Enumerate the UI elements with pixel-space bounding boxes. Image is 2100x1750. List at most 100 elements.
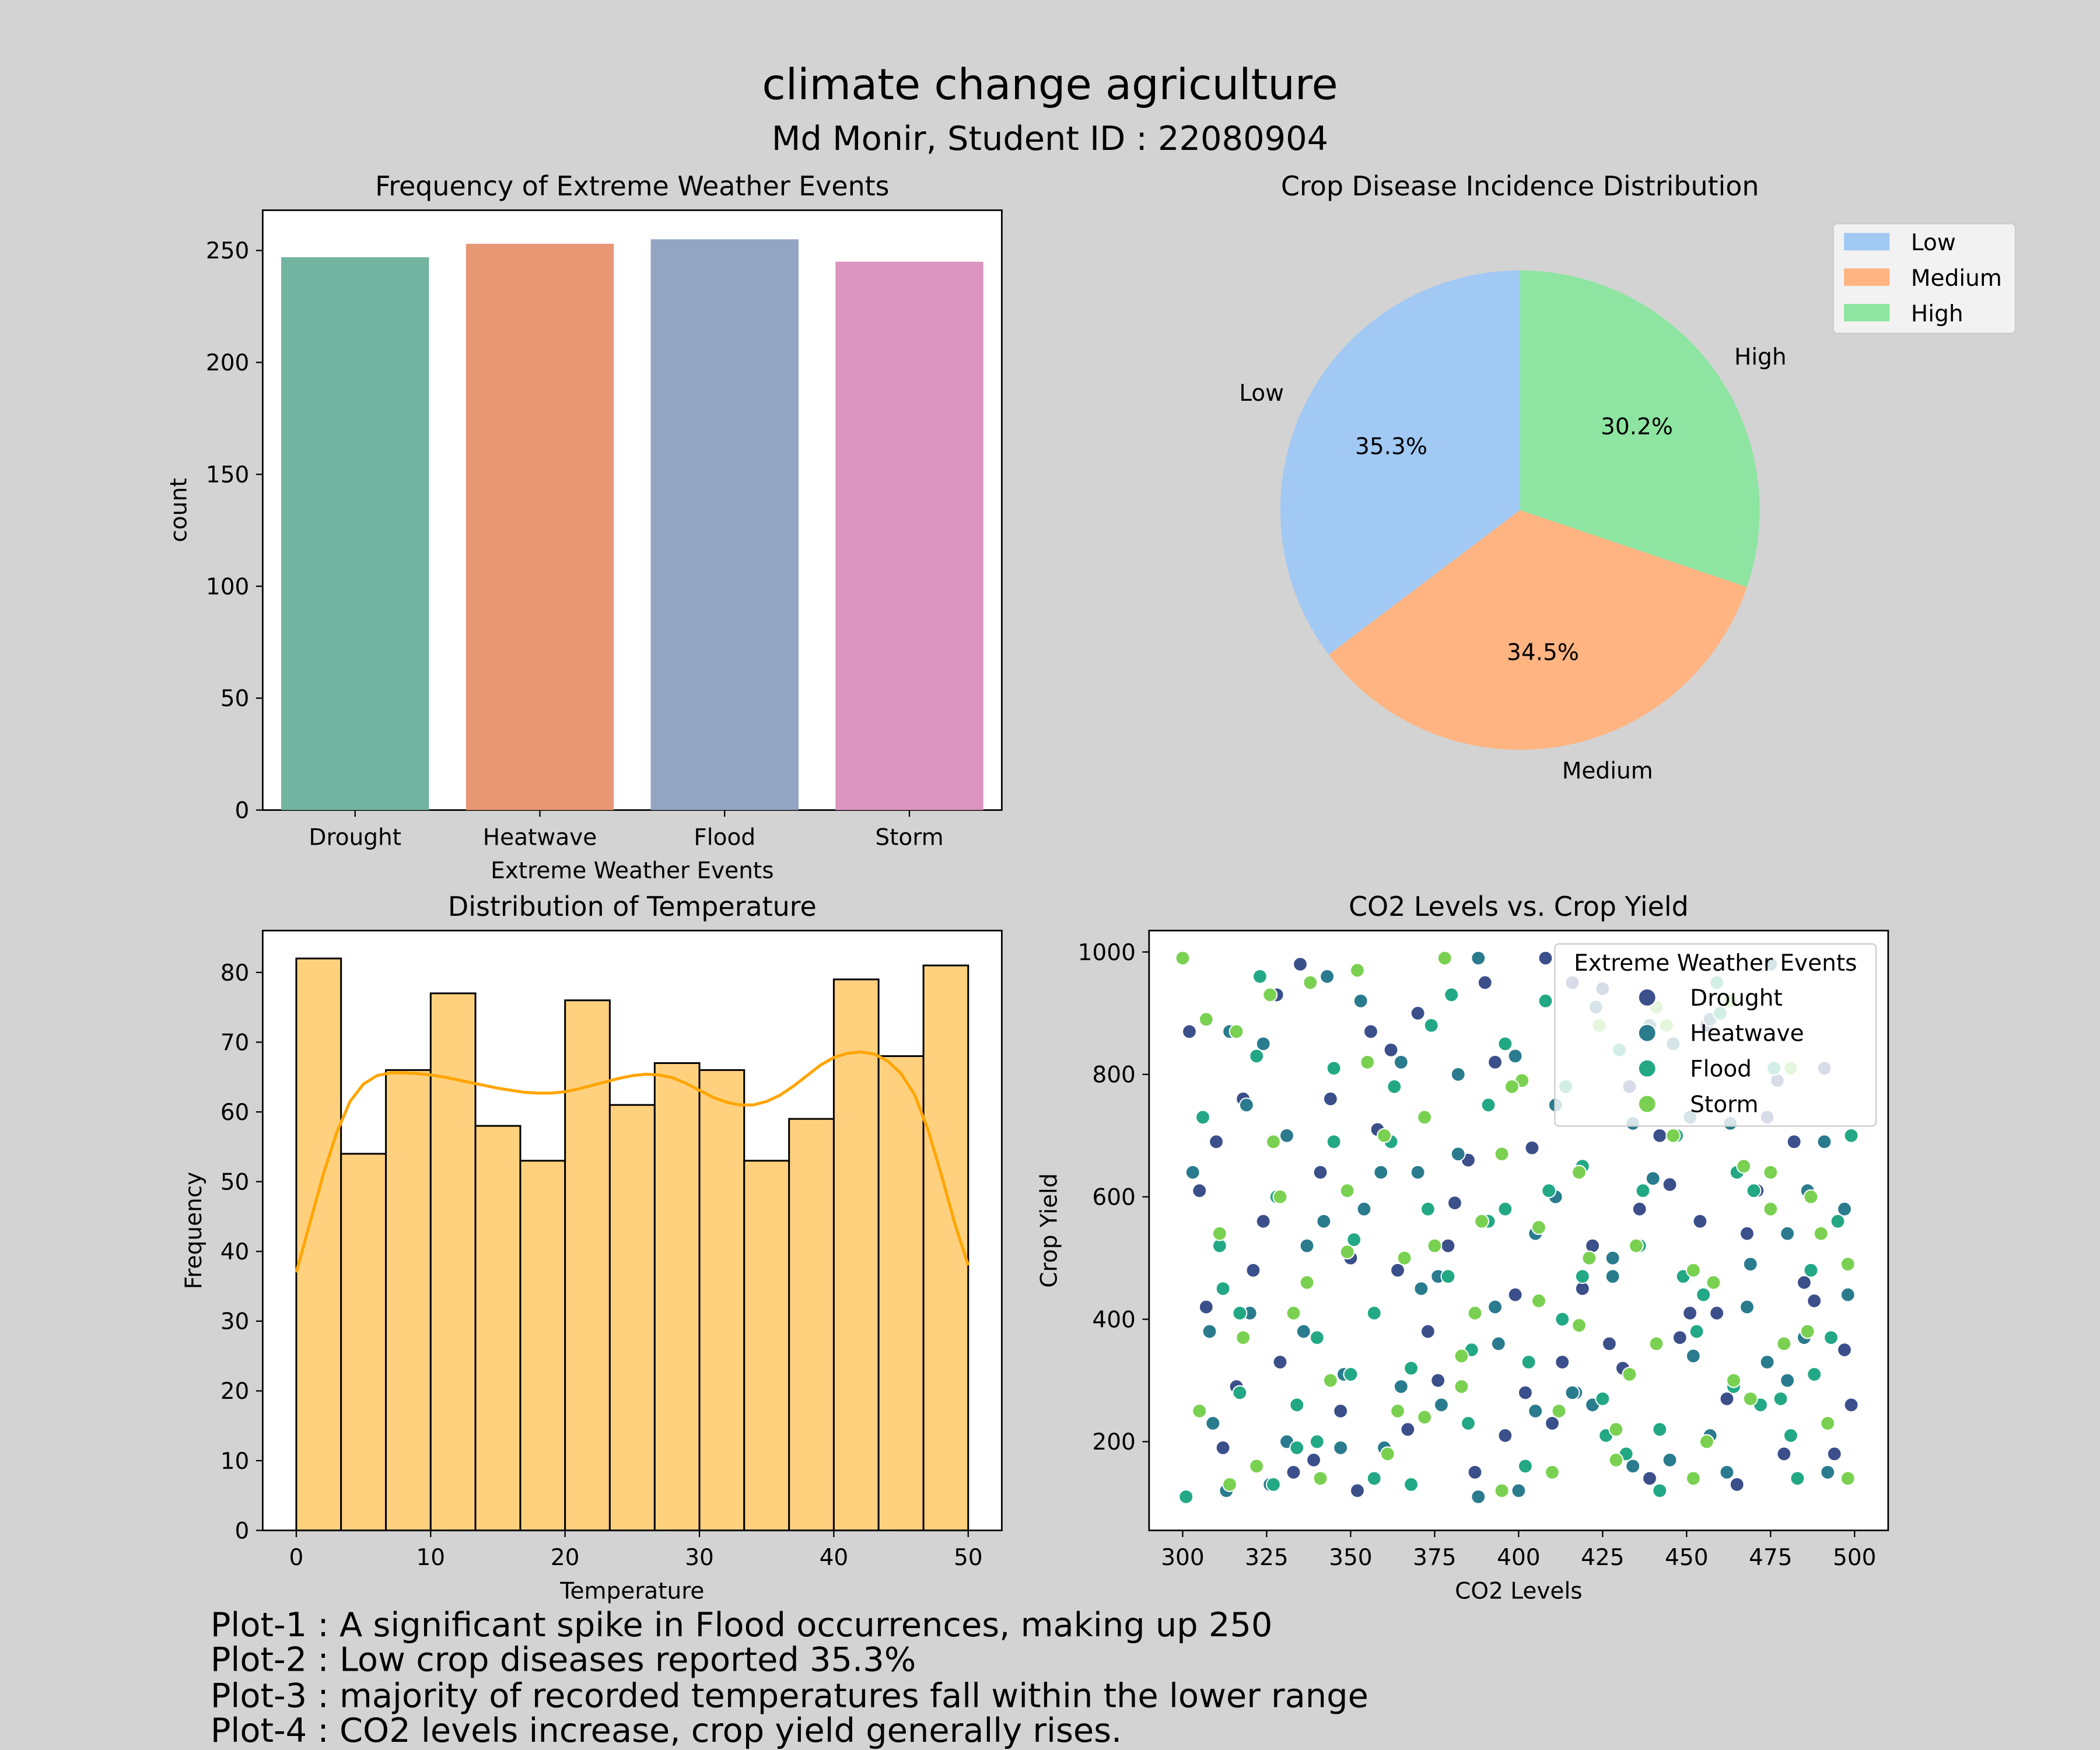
- scatter-point-flood: [1289, 1440, 1305, 1455]
- scatter-point-heatwave: [1820, 1464, 1836, 1480]
- note-plot-4: Plot-4 : CO2 levels increase, crop yield…: [211, 1711, 1122, 1750]
- scatter-point-flood: [1521, 1354, 1536, 1370]
- x-axis-label: Temperature: [559, 1578, 704, 1605]
- scatter-point-flood: [1824, 1330, 1839, 1346]
- x-tick-label: 325: [1245, 1545, 1288, 1571]
- scatter-point-drought: [1322, 1091, 1338, 1107]
- scatter-point-flood: [1783, 1427, 1798, 1443]
- hist-bar: [608, 1104, 656, 1532]
- y-tick-label: 1000: [1078, 940, 1136, 966]
- x-tick-label: 40: [820, 1545, 849, 1571]
- x-tick-label: Drought: [309, 824, 401, 850]
- scatter-point-heatwave: [1605, 1250, 1620, 1266]
- pie-percent-label: 34.5%: [1507, 640, 1579, 666]
- scatter-point-storm: [1467, 1306, 1483, 1321]
- y-tick-label: 0: [235, 1518, 250, 1544]
- scatter-point-heatwave: [1605, 1269, 1620, 1284]
- scatter-point-heatwave: [1780, 1373, 1796, 1388]
- y-axis-label: Frequency: [181, 1172, 207, 1290]
- legend-marker: [1637, 1023, 1657, 1042]
- y-tick-label: 200: [1092, 1429, 1135, 1455]
- y-tick-label: 10: [220, 1448, 250, 1475]
- scatter-point-storm: [1396, 1250, 1412, 1266]
- scatter-point-drought: [1555, 1354, 1570, 1370]
- y-tick-label: 0: [235, 797, 250, 824]
- scatter-point-drought: [1837, 1342, 1852, 1357]
- y-tick-label: 250: [206, 238, 249, 264]
- scatter-point-storm: [1454, 1379, 1469, 1394]
- scatter-point-storm: [1236, 1330, 1251, 1346]
- scatter-point-flood: [1807, 1367, 1822, 1382]
- scatter-point-storm: [1303, 975, 1318, 991]
- scatter-point-storm: [1322, 1373, 1338, 1388]
- scatter-point-storm: [1360, 1054, 1376, 1070]
- x-tick-label: 50: [954, 1545, 983, 1571]
- scatter-point-storm: [1339, 1183, 1355, 1199]
- scatter-point-flood: [1232, 1385, 1248, 1401]
- scatter-point-storm: [1286, 1306, 1301, 1321]
- scatter-point-flood: [1538, 993, 1553, 1009]
- scatter-point-drought: [1843, 1397, 1859, 1413]
- scatter-point-heatwave: [1662, 1452, 1678, 1468]
- scatter-point-heatwave: [1719, 1464, 1735, 1480]
- chart-title: Crop Disease Incidence Distribution: [1281, 170, 1759, 202]
- scatter-point-heatwave: [1490, 1336, 1506, 1352]
- scatter-point-storm: [1299, 1275, 1315, 1290]
- x-tick-label: 425: [1581, 1545, 1624, 1571]
- y-axis-label: Crop Yield: [1036, 1173, 1062, 1287]
- scatter-point-drought: [1440, 1238, 1456, 1254]
- scatter-point-drought: [1507, 1287, 1523, 1303]
- scatter-point-drought: [1807, 1293, 1822, 1309]
- scatter-point-storm: [1192, 1403, 1208, 1419]
- scatter-point-drought: [1477, 975, 1493, 991]
- scatter-point-heatwave: [1742, 1256, 1758, 1272]
- scatter-point-heatwave: [1296, 1324, 1311, 1339]
- scatter-point-drought: [1400, 1422, 1416, 1437]
- scatter-point-drought: [1652, 1128, 1668, 1143]
- scatter-point-drought: [1306, 1452, 1322, 1468]
- scatter-point-storm: [1840, 1471, 1856, 1486]
- scatter-point-heatwave: [1837, 1201, 1852, 1217]
- scatter-point-heatwave: [1393, 1379, 1409, 1394]
- legend-marker: [1637, 988, 1657, 1007]
- scatter-point-storm: [1840, 1256, 1856, 1272]
- scatter-point-storm: [1763, 1164, 1779, 1180]
- scatter-point-drought: [1601, 1336, 1617, 1352]
- scatter-point-storm: [1474, 1213, 1489, 1229]
- scatter-point-flood: [1326, 1060, 1342, 1076]
- scatter-point-flood: [1420, 1201, 1436, 1217]
- scatter-point-drought: [1215, 1440, 1231, 1455]
- scatter-point-storm: [1377, 1128, 1392, 1143]
- bar-drought: [281, 257, 429, 810]
- scatter-point-flood: [1309, 1330, 1325, 1346]
- scatter-point-flood: [1517, 1458, 1533, 1474]
- scatter-point-flood: [1366, 1471, 1382, 1486]
- pie-slice-low: [1280, 270, 1520, 655]
- scatter-point-flood: [1289, 1397, 1305, 1413]
- bar-flood: [650, 239, 799, 810]
- bar-chart-weather-events: Drought Heatwave Flood Storm 0 50 100 150 200 250…: [166, 170, 1003, 884]
- scatter-point-drought: [1776, 1446, 1792, 1462]
- hist-bar: [429, 992, 477, 1532]
- scatter-point-flood: [1497, 1201, 1513, 1217]
- scatter-point-flood: [1635, 1183, 1651, 1199]
- scatter-point-storm: [1608, 1422, 1624, 1437]
- pie-chart-crop-disease: Crop Disease Incidence Distribution Low 35…: [1239, 170, 2017, 784]
- scatter-point-storm: [1265, 1134, 1281, 1150]
- y-tick-label: 50: [220, 1169, 250, 1195]
- scatter-point-flood: [1366, 1306, 1382, 1321]
- scatter-point-drought: [1430, 1373, 1446, 1388]
- y-tick-label: 40: [220, 1239, 250, 1265]
- scatter-point-storm: [1622, 1367, 1637, 1382]
- scatter-point-heatwave: [1759, 1354, 1775, 1370]
- scatter-point-storm: [1312, 1471, 1328, 1486]
- note-plot-2: Plot-2 : Low crop diseases reported 35.3…: [211, 1640, 916, 1679]
- scatter-point-drought: [1181, 1024, 1197, 1040]
- scatter-point-heatwave: [1333, 1440, 1349, 1455]
- bar-heatwave: [466, 243, 614, 810]
- scatter-point-flood: [1423, 1017, 1439, 1033]
- hist-bar: [832, 978, 880, 1532]
- scatter-point-storm: [1551, 1403, 1567, 1419]
- scatter-point-flood: [1343, 1367, 1359, 1382]
- scatter-point-flood: [1843, 1128, 1859, 1143]
